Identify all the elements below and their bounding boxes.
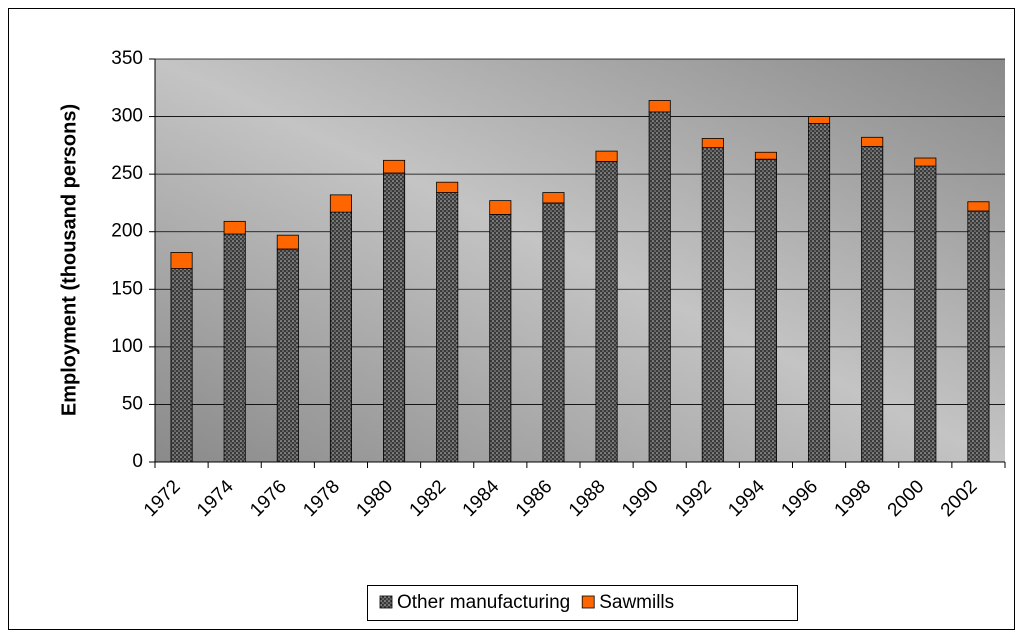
bar [383, 172, 406, 463]
bar [383, 159, 406, 174]
bar [276, 248, 299, 463]
bar [489, 200, 512, 215]
legend-label: Other manufacturing [397, 592, 570, 613]
bar [701, 147, 724, 463]
legend-label: Sawmills [599, 592, 674, 613]
y-tick-label: 50 [122, 393, 143, 414]
y-tick-label: 300 [111, 106, 143, 127]
bar [329, 211, 352, 463]
bar [329, 194, 352, 213]
bar [861, 146, 884, 463]
bar [223, 233, 246, 463]
bar [967, 201, 990, 212]
bar [170, 252, 193, 269]
bar [754, 158, 777, 463]
bar [754, 151, 777, 160]
bar [276, 234, 299, 250]
y-tick-label: 100 [111, 336, 143, 357]
bar [808, 116, 831, 124]
bar [542, 202, 565, 463]
bar [170, 268, 193, 463]
bar [967, 210, 990, 463]
y-tick-label: 350 [111, 48, 143, 69]
bar [436, 181, 459, 193]
bar [701, 138, 724, 149]
bar [542, 192, 565, 204]
bar [648, 111, 671, 463]
y-axis-label: Employment (thousand persons) [58, 104, 80, 416]
y-tick-label: 0 [132, 451, 143, 472]
bar [489, 214, 512, 463]
bar [914, 165, 937, 463]
bar [595, 161, 618, 463]
bar [436, 192, 459, 463]
y-tick-label: 250 [111, 163, 143, 184]
bar [914, 157, 937, 167]
bar [861, 136, 884, 147]
y-tick-label: 150 [111, 278, 143, 299]
bar [648, 100, 671, 113]
bar [223, 220, 246, 235]
legend-swatch [581, 595, 595, 609]
bar [808, 123, 831, 463]
y-tick-label: 200 [111, 221, 143, 242]
legend-swatch [379, 595, 393, 609]
bar [595, 150, 618, 162]
